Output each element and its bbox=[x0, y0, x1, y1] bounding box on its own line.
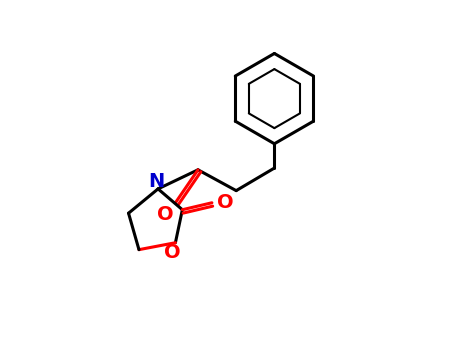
Text: O: O bbox=[164, 243, 180, 261]
Text: O: O bbox=[157, 205, 173, 224]
Text: O: O bbox=[217, 193, 234, 212]
Text: N: N bbox=[148, 172, 164, 191]
